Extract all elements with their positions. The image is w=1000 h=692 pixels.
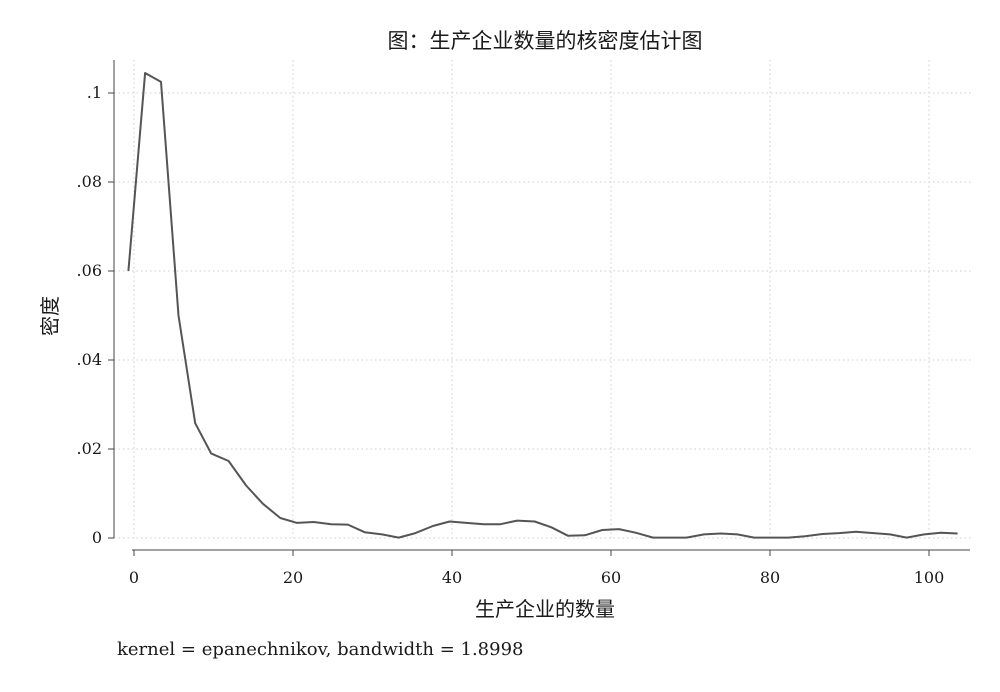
x-tick-label-0: 0 <box>129 568 139 587</box>
kernel-note: kernel = epanechnikov, bandwidth = 1.899… <box>117 639 523 660</box>
x-tick-label-4: 80 <box>760 568 780 587</box>
axes: 0 .02 .04 .06 .08 .1 0 20 40 60 80 100 <box>77 60 970 587</box>
x-tick-label-1: 20 <box>283 568 303 587</box>
grid-lines <box>114 60 972 539</box>
series-layer <box>127 72 958 539</box>
y-tick-label-0: 0 <box>92 528 102 547</box>
chart-title: 图：生产企业数量的核密度估计图 <box>388 29 703 53</box>
x-axis-label: 生产企业的数量 <box>475 597 615 621</box>
density-line-0 <box>127 72 958 539</box>
y-axis-label: 密度 <box>38 296 62 336</box>
y-tick-label-2: .04 <box>77 350 102 369</box>
x-tick-label-5: 100 <box>914 568 945 587</box>
y-tick-label-5: .1 <box>87 83 102 102</box>
x-tick-label-3: 60 <box>601 568 621 587</box>
x-tick-label-2: 40 <box>442 568 462 587</box>
y-tick-label-3: .06 <box>77 261 102 280</box>
y-tick-label-4: .08 <box>77 172 102 191</box>
y-tick-label-1: .02 <box>77 439 102 458</box>
